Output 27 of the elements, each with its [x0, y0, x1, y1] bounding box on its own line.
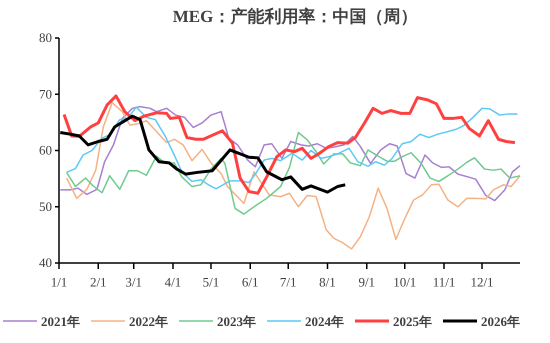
x-tick-label: 10/1	[393, 274, 416, 290]
line-series	[62, 94, 516, 195]
x-tick-label: 7/1	[280, 274, 297, 290]
x-tick-label: 4/1	[164, 274, 182, 290]
chart-title: MEG：产能利用率：中国（周）	[172, 7, 418, 26]
x-tick-label: 2/1	[90, 274, 107, 290]
x-tick-label: 1/1	[50, 274, 68, 290]
legend-label: 2021年	[41, 314, 80, 329]
x-tick-label: 6/1	[242, 274, 259, 290]
x-tick-label: 12/1	[470, 274, 494, 290]
line-series	[66, 132, 521, 215]
y-tick-label: 80	[39, 30, 52, 46]
legend-label: 2025年	[393, 314, 432, 329]
legend-label: 2022年	[129, 314, 168, 329]
y-tick-label: 60	[39, 142, 52, 158]
legend-label: 2026年	[481, 314, 520, 329]
y-tick-label: 40	[39, 255, 52, 270]
x-tick-label: 3/1	[125, 274, 142, 290]
x-tick-label: 8/1	[319, 274, 336, 290]
x-tick-label: 9/1	[358, 274, 376, 290]
line-series	[66, 102, 521, 250]
y-tick-label: 50	[39, 198, 52, 214]
y-tick-label: 70	[39, 86, 52, 102]
legend-label: 2023年	[217, 314, 256, 329]
x-tick-label: 11/1	[432, 274, 456, 290]
x-tick-label: 5/1	[202, 274, 220, 290]
legend-label: 2024年	[305, 314, 344, 329]
